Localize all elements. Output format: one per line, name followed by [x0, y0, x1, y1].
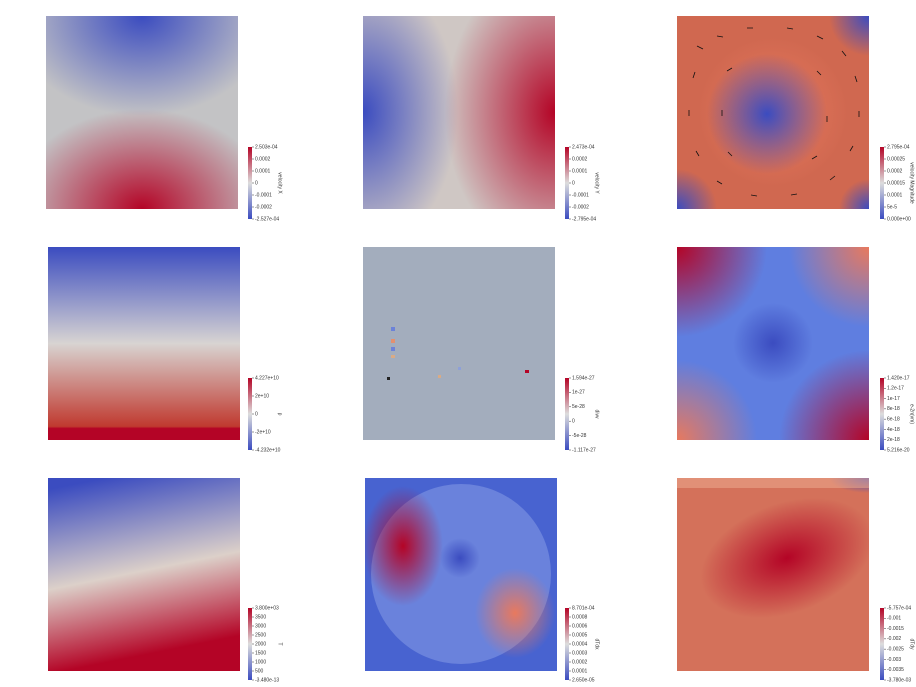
colorbar-label: -1.117e-27	[572, 447, 596, 453]
field-plot	[677, 16, 869, 209]
colorbar-label: 0.0002	[572, 659, 588, 665]
colorbar-label: 8.701e-04	[572, 605, 595, 611]
colorbar-title: velocity Magnitude	[909, 162, 915, 204]
colorbar-label: 2500	[255, 632, 266, 638]
colorbar-label: 0.0008	[572, 614, 588, 620]
field-plot	[48, 247, 240, 440]
colorbar-label: 3000	[255, 623, 266, 629]
colorbar-label: -2e+10	[255, 429, 271, 435]
colorbar-label: 2.795e-04	[887, 144, 910, 150]
colorbar-label: 3.800e+03	[255, 605, 279, 611]
colorbar	[565, 378, 569, 450]
colorbar-label: -0.0025	[887, 646, 904, 652]
colorbar-title: T	[277, 642, 283, 645]
colorbar-label: 5e-5	[887, 204, 897, 210]
colorbar	[248, 608, 252, 680]
colorbar-label: 0.0001	[572, 668, 588, 674]
colorbar	[565, 147, 569, 219]
colorbar-label: -0.0002	[255, 204, 272, 210]
colorbar-label: 1e-17	[887, 396, 900, 402]
colorbar-label: 1.594e-27	[572, 375, 595, 381]
colorbar-label: -4.232e+10	[255, 447, 281, 453]
colorbar-label: -0.001	[887, 616, 901, 622]
field-plot	[365, 478, 557, 671]
colorbar-label: -0.0035	[887, 667, 904, 673]
colorbar	[880, 147, 884, 219]
colorbar-label: 0.0005	[572, 632, 588, 638]
colorbar-label: 0.0006	[572, 623, 588, 629]
colorbar-label: -0.003	[887, 657, 901, 663]
colorbar-title: p	[277, 413, 283, 416]
colorbar	[248, 147, 252, 219]
colorbar-label: 2e-18	[887, 437, 900, 443]
colorbar-label: 1500	[255, 650, 266, 656]
colorbar-label: 0.000e+00	[887, 216, 911, 222]
colorbar-label: -2.527e-04	[255, 216, 279, 222]
colorbar	[880, 378, 884, 450]
colorbar-label: 0.00025	[887, 156, 905, 162]
colorbar-label: 2e+10	[255, 393, 269, 399]
colorbar-label: 0.0001	[572, 168, 588, 174]
colorbar-label: 2000	[255, 641, 266, 647]
colorbar-label: 0.0001	[887, 192, 903, 198]
colorbar-label: -0.002	[887, 636, 901, 642]
field-plot	[677, 247, 869, 440]
colorbar-label: -0.0001	[255, 192, 272, 198]
colorbar-label: 2.503e-04	[255, 144, 278, 150]
field-plot	[48, 478, 240, 671]
colorbar-label: -0.0002	[572, 204, 589, 210]
colorbar-label: 6e-18	[887, 416, 900, 422]
field-plot	[363, 16, 555, 209]
colorbar	[565, 608, 569, 680]
field-plot	[363, 247, 555, 440]
colorbar-label: 0.00015	[887, 180, 905, 186]
field-plot	[677, 478, 869, 671]
colorbar-label: 500	[255, 668, 264, 674]
colorbar-title: velocity Y	[594, 172, 600, 194]
colorbar-title: dTdx	[594, 638, 600, 650]
colorbar-title: divv	[594, 410, 600, 419]
colorbar-label: -3.780e-03	[887, 677, 911, 683]
colorbar-label: 8e-18	[887, 406, 900, 412]
colorbar-label: 0.0002	[255, 156, 271, 162]
colorbar-title: velocity X	[277, 172, 283, 194]
colorbar-label: 0.0001	[255, 168, 271, 174]
colorbar-label: 0.0002	[887, 168, 903, 174]
colorbar-label: 0.0002	[572, 156, 588, 162]
colorbar-label: 0.0004	[572, 641, 588, 647]
colorbar-label: 5e-28	[572, 404, 585, 410]
colorbar-title: dTdy	[909, 638, 915, 650]
colorbar	[248, 378, 252, 450]
colorbar-label: 0	[572, 180, 575, 186]
colorbar-label: -5.757e-04	[887, 605, 911, 611]
colorbar-label: 0	[255, 411, 258, 417]
colorbar-label: -5e-28	[572, 433, 587, 439]
field-plot	[46, 16, 238, 209]
colorbar-label: -2.795e-04	[572, 216, 596, 222]
colorbar-label: 1.420e-17	[887, 375, 910, 381]
colorbar-title: e-2n(vm)	[909, 404, 915, 424]
colorbar-label: 4e-18	[887, 427, 900, 433]
colorbar-label: 1e-27	[572, 390, 585, 396]
colorbar-label: 4.227e+10	[255, 375, 279, 381]
colorbar-label: -0.0001	[572, 192, 589, 198]
colorbar-label: 0	[255, 180, 258, 186]
colorbar-label: 3500	[255, 614, 266, 620]
colorbar-label: 1.2e-17	[887, 386, 904, 392]
colorbar-label: 1000	[255, 659, 266, 665]
colorbar-label: -0.0015	[887, 626, 904, 632]
colorbar-label: 2.473e-04	[572, 144, 595, 150]
colorbar-label: 2.650e-05	[572, 677, 595, 683]
colorbar-label: -3.480e-13	[255, 677, 279, 683]
colorbar	[880, 608, 884, 680]
colorbar-label: 0	[572, 419, 575, 425]
colorbar-label: 0.0003	[572, 650, 588, 656]
colorbar-label: 5.216e-20	[887, 447, 910, 453]
